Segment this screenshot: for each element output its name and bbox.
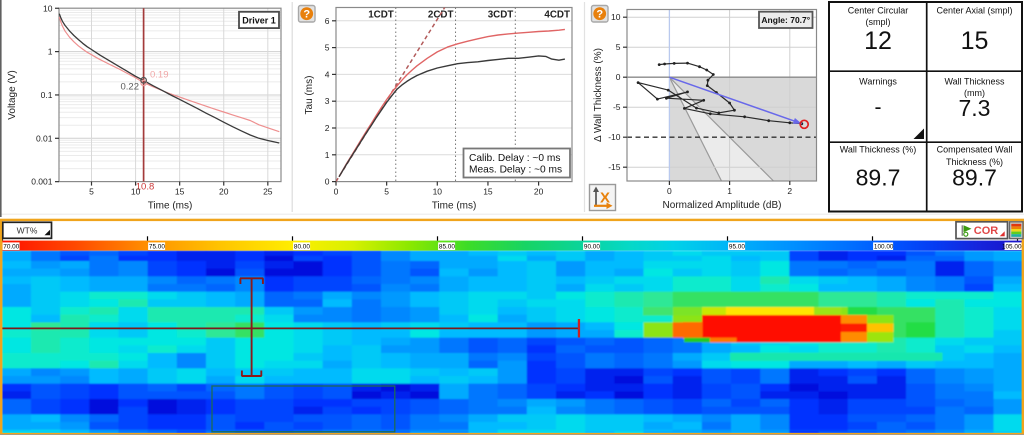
- svg-text:2: 2: [787, 186, 792, 196]
- svg-text:95.00: 95.00: [729, 244, 745, 251]
- svg-text:0: 0: [667, 186, 672, 196]
- svg-text:10: 10: [43, 3, 53, 13]
- svg-text:1: 1: [727, 186, 732, 196]
- svg-text:Wall Thickness: Wall Thickness: [944, 77, 1005, 87]
- svg-text:0.22: 0.22: [121, 82, 140, 93]
- svg-text:100.00: 100.00: [874, 244, 894, 251]
- svg-text:Driver 1: Driver 1: [242, 16, 276, 26]
- svg-text:?: ?: [596, 9, 603, 21]
- svg-text:?: ?: [303, 9, 310, 21]
- svg-text:0.01: 0.01: [36, 133, 53, 143]
- svg-text:20: 20: [219, 186, 229, 196]
- svg-text:10: 10: [131, 186, 141, 196]
- svg-text:Time (ms): Time (ms): [432, 200, 477, 211]
- svg-text:0: 0: [325, 177, 330, 187]
- svg-text:Wall Thickness (%): Wall Thickness (%): [840, 145, 917, 155]
- svg-text:1: 1: [325, 150, 330, 160]
- svg-text:Voltage (V): Voltage (V): [7, 70, 18, 119]
- svg-text:3: 3: [325, 96, 330, 106]
- svg-text:0.1: 0.1: [41, 90, 53, 100]
- svg-text:10.8: 10.8: [136, 182, 155, 193]
- svg-text:-15: -15: [608, 162, 621, 172]
- svg-text:90.00: 90.00: [584, 244, 600, 251]
- svg-text:15: 15: [483, 186, 493, 196]
- svg-text:Time (ms): Time (ms): [148, 200, 193, 211]
- svg-text:1: 1: [48, 47, 53, 57]
- svg-text:5: 5: [384, 186, 389, 196]
- svg-text:6: 6: [325, 16, 330, 26]
- svg-text:20: 20: [534, 186, 544, 196]
- svg-text:3CDT: 3CDT: [488, 10, 514, 21]
- svg-text:25: 25: [263, 186, 273, 196]
- svg-text:Warnings: Warnings: [859, 77, 897, 87]
- svg-text:-10: -10: [608, 132, 621, 142]
- svg-text:80.00: 80.00: [294, 244, 310, 251]
- svg-text:4CDT: 4CDT: [544, 10, 570, 21]
- svg-text:Meas. Delay : ~0 ms: Meas. Delay : ~0 ms: [469, 165, 562, 176]
- svg-text:Thickness (%): Thickness (%): [946, 157, 1003, 167]
- svg-text:10: 10: [433, 186, 443, 196]
- svg-text:5: 5: [89, 186, 94, 196]
- svg-text:WT%: WT%: [17, 226, 38, 236]
- svg-text:2: 2: [325, 123, 330, 133]
- svg-text:85.00: 85.00: [439, 244, 455, 251]
- svg-text:0.19: 0.19: [150, 70, 169, 81]
- svg-text:0: 0: [616, 72, 621, 82]
- svg-text:Tau (ms): Tau (ms): [304, 76, 315, 115]
- svg-text:COR: COR: [974, 225, 999, 237]
- svg-text:0: 0: [334, 186, 339, 196]
- svg-text:X: X: [600, 190, 610, 207]
- svg-text:15: 15: [961, 27, 989, 55]
- svg-text:75.00: 75.00: [149, 244, 165, 251]
- svg-text:15: 15: [175, 186, 185, 196]
- svg-text:-5: -5: [613, 102, 621, 112]
- svg-text:Angle: 70.7°: Angle: 70.7°: [761, 15, 810, 25]
- svg-text:Center Circular: Center Circular: [848, 6, 909, 16]
- svg-text:1CDT: 1CDT: [368, 10, 394, 21]
- svg-text:(smpl): (smpl): [866, 17, 891, 27]
- svg-text:5: 5: [325, 43, 330, 53]
- svg-text:4: 4: [325, 69, 330, 79]
- svg-text:Normalized Amplitude (dB): Normalized Amplitude (dB): [663, 200, 782, 211]
- svg-text:89.7: 89.7: [952, 165, 997, 191]
- svg-text:12: 12: [864, 27, 892, 55]
- svg-text:105.00: 105.00: [1002, 244, 1022, 251]
- svg-text:70.00: 70.00: [3, 244, 19, 251]
- svg-text:5: 5: [616, 42, 621, 52]
- svg-text:Δ Wall Thickness (%): Δ Wall Thickness (%): [593, 48, 604, 142]
- svg-text:Compensated Wall: Compensated Wall: [937, 145, 1013, 155]
- svg-text:(mm): (mm): [964, 88, 985, 98]
- svg-text:89.7: 89.7: [856, 165, 901, 191]
- svg-text:Center Axial (smpl): Center Axial (smpl): [936, 6, 1012, 16]
- svg-text:0.001: 0.001: [31, 177, 53, 187]
- svg-text:-: -: [875, 96, 882, 119]
- svg-text:Calib. Delay : ~0 ms: Calib. Delay : ~0 ms: [469, 153, 560, 164]
- svg-text:7.3: 7.3: [959, 95, 991, 121]
- svg-text:10: 10: [611, 12, 621, 22]
